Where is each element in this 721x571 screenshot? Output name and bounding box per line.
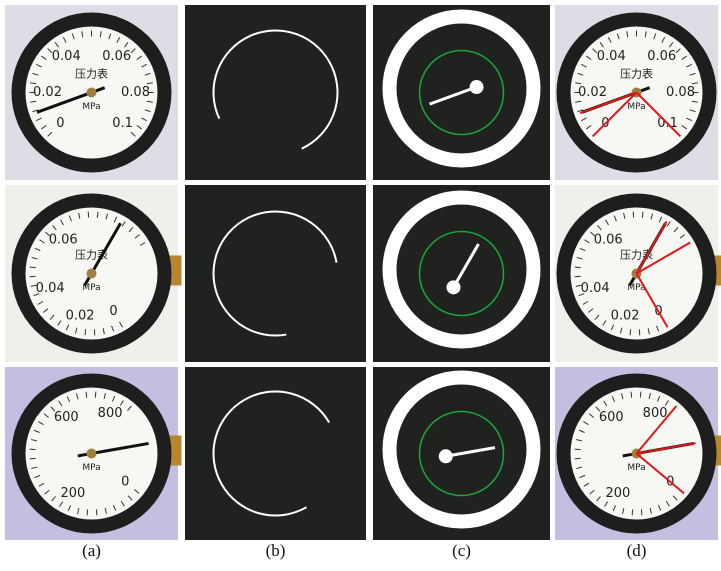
dial-label: 800 — [98, 406, 123, 421]
needle-hub — [87, 88, 97, 98]
panel-caption: (a) — [82, 541, 101, 560]
dial-unit: MPa — [627, 463, 645, 473]
dial-tick — [642, 212, 643, 218]
figure: 00.020.040.060.080.1压力表MPa00.020.040.060… — [0, 0, 721, 566]
dial-label: 0.06 — [594, 232, 623, 247]
dial-unit: MPa — [82, 102, 100, 112]
panel-caption: (d) — [627, 541, 647, 560]
dial-label: 0.02 — [611, 309, 640, 324]
binary-hub — [470, 80, 484, 94]
dial-title: 压力表 — [620, 67, 653, 81]
dial-label: 0.04 — [52, 49, 81, 64]
dial-title: 压力表 — [75, 67, 108, 81]
dial-label: 0 — [109, 304, 117, 319]
dial-unit: MPa — [82, 463, 100, 473]
dial-tick — [575, 458, 581, 459]
dial-label: 0.02 — [33, 85, 62, 100]
dial-label: 0.06 — [647, 49, 676, 64]
dial-label: 600 — [599, 410, 624, 425]
dial-label: 0.04 — [581, 281, 610, 296]
dial-label: 0.08 — [121, 85, 150, 100]
dial-label: 0.02 — [66, 309, 95, 324]
dial-label: 0.06 — [49, 232, 78, 247]
dial-tick — [30, 267, 36, 268]
dial-label: 0 — [121, 474, 129, 489]
dial-tick — [30, 458, 36, 459]
dial-label: 0.04 — [36, 281, 65, 296]
panel-caption: (c) — [452, 541, 471, 560]
dial-tick — [641, 509, 642, 515]
dial-tick — [631, 392, 632, 398]
panel-caption: (b) — [266, 541, 286, 560]
dial-tick — [96, 509, 97, 515]
dial-label: 0.04 — [597, 49, 626, 64]
dial-label: 200 — [605, 486, 630, 501]
dial-tick — [575, 267, 581, 268]
dial-label: 0.08 — [666, 85, 695, 100]
dial-label: 200 — [60, 486, 85, 501]
dial-tick — [85, 329, 86, 335]
dial-tick — [97, 212, 98, 218]
dial-label: 0 — [56, 116, 64, 131]
binary-hub — [439, 449, 453, 463]
dial-label: 600 — [54, 410, 79, 425]
dial-tick — [630, 329, 631, 335]
needle-hub — [87, 449, 97, 459]
dial-label: 0.1 — [112, 116, 133, 131]
dial-label: 800 — [643, 406, 668, 421]
panel-bg — [185, 367, 366, 540]
dial-label: 0.02 — [578, 85, 607, 100]
dial-label: 0.06 — [102, 49, 131, 64]
dial-tick — [86, 392, 87, 398]
binary-hub — [447, 280, 461, 294]
dial-unit: MPa — [627, 102, 645, 112]
needle-hub — [87, 269, 97, 279]
